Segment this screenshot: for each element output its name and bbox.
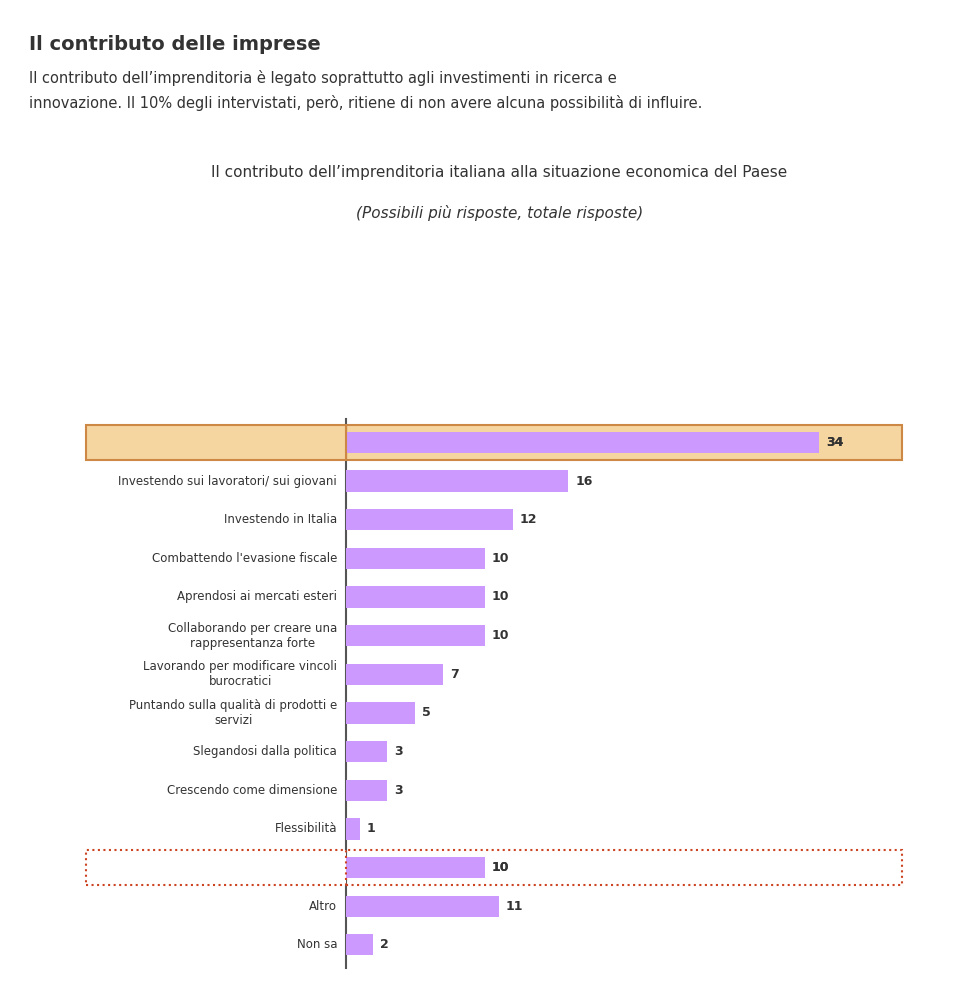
FancyBboxPatch shape (346, 850, 902, 885)
Bar (346, 587, 485, 608)
Text: 3: 3 (395, 746, 403, 758)
Text: Slegandosi dalla politica: Slegandosi dalla politica (194, 746, 337, 758)
Text: Il contributo dell’imprenditoria è legato soprattutto agli investimenti in ricer: Il contributo dell’imprenditoria è legat… (29, 70, 616, 86)
Text: Non sa: Non sa (297, 938, 337, 951)
Bar (346, 818, 359, 839)
Text: Puntando sulla qualità di prodotti e
servizi: Puntando sulla qualità di prodotti e ser… (129, 699, 337, 727)
FancyBboxPatch shape (346, 425, 902, 460)
Bar (346, 779, 387, 800)
Bar (346, 857, 485, 878)
Bar (346, 857, 485, 878)
Bar (86, 850, 346, 885)
Text: 5: 5 (422, 707, 431, 720)
Text: 12: 12 (519, 513, 537, 526)
Bar (346, 432, 819, 453)
Text: Investendo in ricerca e innovazione: Investendo in ricerca e innovazione (127, 436, 337, 449)
Bar (346, 548, 485, 569)
Text: Gli imprenditori non hanno alcun potere: Gli imprenditori non hanno alcun potere (100, 861, 337, 874)
Text: 10: 10 (492, 552, 509, 565)
Text: Combattendo l'evasione fiscale: Combattendo l'evasione fiscale (152, 552, 337, 565)
Text: Gli imprenditori non hanno alcun potere: Gli imprenditori non hanno alcun potere (100, 861, 337, 874)
Text: innovazione. Il 10% degli intervistati, però, ritiene di non avere alcuna possib: innovazione. Il 10% degli intervistati, … (29, 95, 702, 111)
Bar (346, 934, 373, 955)
Text: 34: 34 (826, 436, 843, 449)
Text: 7: 7 (450, 668, 459, 681)
Bar (346, 664, 443, 685)
Text: 11: 11 (506, 900, 523, 913)
Text: (Possibili più risposte, totale risposte): (Possibili più risposte, totale risposte… (355, 205, 643, 221)
Text: Investendo in ricerca e innovazione: Investendo in ricerca e innovazione (127, 436, 337, 449)
Bar (346, 895, 499, 917)
Bar (346, 432, 819, 453)
Text: Investendo in Italia: Investendo in Italia (224, 513, 337, 526)
Text: Collaborando per creare una
rappresentanza forte: Collaborando per creare una rappresentan… (168, 622, 337, 650)
Bar (346, 470, 568, 492)
Text: 16: 16 (575, 474, 592, 487)
Text: Flessibilità: Flessibilità (275, 822, 337, 835)
Text: Lavorando per modificare vincoli
burocratici: Lavorando per modificare vincoli burocra… (143, 661, 337, 689)
Text: 1: 1 (367, 822, 375, 835)
Text: 10: 10 (492, 861, 509, 874)
Text: Il contributo dell’imprenditoria italiana alla situazione economica del Paese: Il contributo dell’imprenditoria italian… (211, 165, 787, 180)
Text: Crescendo come dimensione: Crescendo come dimensione (167, 783, 337, 796)
Bar (86, 425, 346, 460)
Text: Investendo sui lavoratori/ sui giovani: Investendo sui lavoratori/ sui giovani (118, 474, 337, 487)
Text: Aprendosi ai mercati esteri: Aprendosi ai mercati esteri (178, 591, 337, 604)
Text: 10: 10 (492, 629, 509, 642)
Bar (346, 703, 415, 724)
Text: 2: 2 (380, 938, 389, 951)
Bar (346, 509, 513, 530)
Text: 10: 10 (492, 861, 509, 874)
Bar (346, 625, 485, 647)
Text: Il contributo delle imprese: Il contributo delle imprese (29, 35, 321, 54)
Bar (346, 741, 387, 762)
Text: Altro: Altro (309, 900, 337, 913)
Text: 10: 10 (492, 591, 509, 604)
Text: 34: 34 (826, 436, 843, 449)
Text: 3: 3 (395, 783, 403, 796)
